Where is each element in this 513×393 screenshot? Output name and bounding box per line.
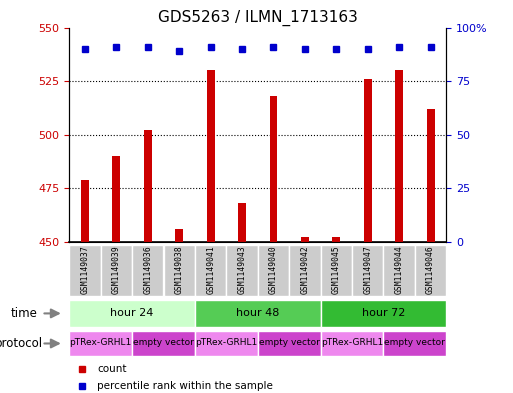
Bar bbox=[69, 245, 101, 296]
Text: GSM1149039: GSM1149039 bbox=[112, 245, 121, 294]
Text: GSM1149041: GSM1149041 bbox=[206, 245, 215, 294]
Text: hour 72: hour 72 bbox=[362, 308, 405, 318]
Text: protocol: protocol bbox=[0, 337, 44, 350]
Bar bbox=[383, 331, 446, 356]
Bar bbox=[207, 70, 214, 242]
Bar bbox=[144, 130, 152, 242]
Text: GSM1149043: GSM1149043 bbox=[238, 245, 247, 294]
Bar bbox=[289, 245, 321, 296]
Text: GSM1149044: GSM1149044 bbox=[394, 245, 404, 294]
Text: count: count bbox=[97, 364, 127, 374]
Bar bbox=[321, 331, 383, 356]
Bar bbox=[112, 156, 121, 242]
Text: hour 48: hour 48 bbox=[236, 308, 280, 318]
Text: empty vector: empty vector bbox=[259, 338, 320, 347]
Bar bbox=[258, 331, 321, 356]
Bar bbox=[81, 180, 89, 242]
Bar bbox=[395, 70, 403, 242]
Bar bbox=[352, 245, 383, 296]
Text: GSM1149036: GSM1149036 bbox=[143, 245, 152, 294]
Text: pTRex-GRHL1: pTRex-GRHL1 bbox=[195, 338, 258, 347]
Text: GSM1149046: GSM1149046 bbox=[426, 245, 435, 294]
Bar bbox=[69, 300, 195, 327]
Bar bbox=[195, 331, 258, 356]
Bar bbox=[427, 109, 435, 242]
Text: GSM1149040: GSM1149040 bbox=[269, 245, 278, 294]
Bar bbox=[364, 79, 372, 242]
Bar bbox=[269, 96, 278, 242]
Bar bbox=[132, 245, 164, 296]
Bar bbox=[101, 245, 132, 296]
Text: empty vector: empty vector bbox=[133, 338, 194, 347]
Bar bbox=[321, 300, 446, 327]
Bar bbox=[195, 245, 226, 296]
Text: percentile rank within the sample: percentile rank within the sample bbox=[97, 381, 273, 391]
Text: time: time bbox=[11, 307, 37, 320]
Bar bbox=[258, 245, 289, 296]
Bar bbox=[332, 237, 340, 242]
Bar bbox=[175, 229, 183, 242]
Bar bbox=[132, 331, 195, 356]
Text: GSM1149037: GSM1149037 bbox=[81, 245, 89, 294]
Text: GSM1149045: GSM1149045 bbox=[332, 245, 341, 294]
Bar bbox=[195, 300, 321, 327]
Text: GSM1149038: GSM1149038 bbox=[175, 245, 184, 294]
Bar bbox=[415, 245, 446, 296]
Text: hour 24: hour 24 bbox=[110, 308, 154, 318]
Bar bbox=[301, 237, 309, 242]
Text: GSM1149047: GSM1149047 bbox=[363, 245, 372, 294]
Text: pTRex-GRHL1: pTRex-GRHL1 bbox=[321, 338, 383, 347]
Text: GSM1149042: GSM1149042 bbox=[301, 245, 309, 294]
Text: empty vector: empty vector bbox=[384, 338, 445, 347]
Bar bbox=[164, 245, 195, 296]
Bar bbox=[238, 203, 246, 242]
Bar bbox=[226, 245, 258, 296]
Bar bbox=[69, 331, 132, 356]
Text: pTRex-GRHL1: pTRex-GRHL1 bbox=[70, 338, 132, 347]
Title: GDS5263 / ILMN_1713163: GDS5263 / ILMN_1713163 bbox=[158, 10, 358, 26]
Bar bbox=[384, 245, 415, 296]
Bar bbox=[321, 245, 352, 296]
